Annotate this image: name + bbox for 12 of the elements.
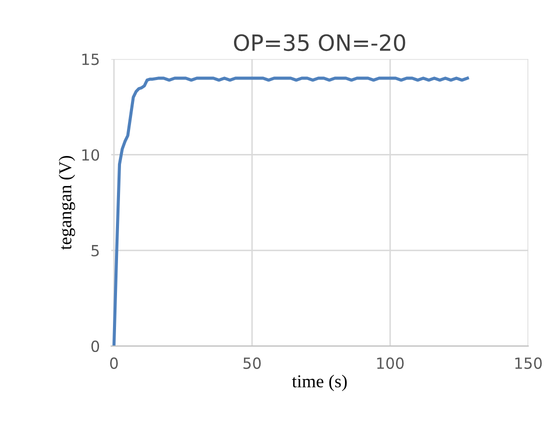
y-tick-label: 10 bbox=[82, 149, 100, 161]
chart-title: OP=35 ON=-20 bbox=[234, 34, 406, 52]
y-tick-label: 0 bbox=[91, 340, 100, 352]
y-tick-label: 5 bbox=[92, 245, 99, 256]
x-tick-label: 0 bbox=[110, 357, 118, 369]
x-axis-title: time (s) bbox=[292, 374, 347, 392]
line-series bbox=[112, 76, 469, 346]
y-tick-label: 15 bbox=[82, 54, 99, 66]
x-tick-label: 150 bbox=[515, 357, 542, 369]
x-tick-label: 100 bbox=[377, 357, 404, 369]
y-axis-title: tegangan (V) bbox=[58, 156, 76, 250]
x-tick-label: 50 bbox=[244, 357, 261, 369]
